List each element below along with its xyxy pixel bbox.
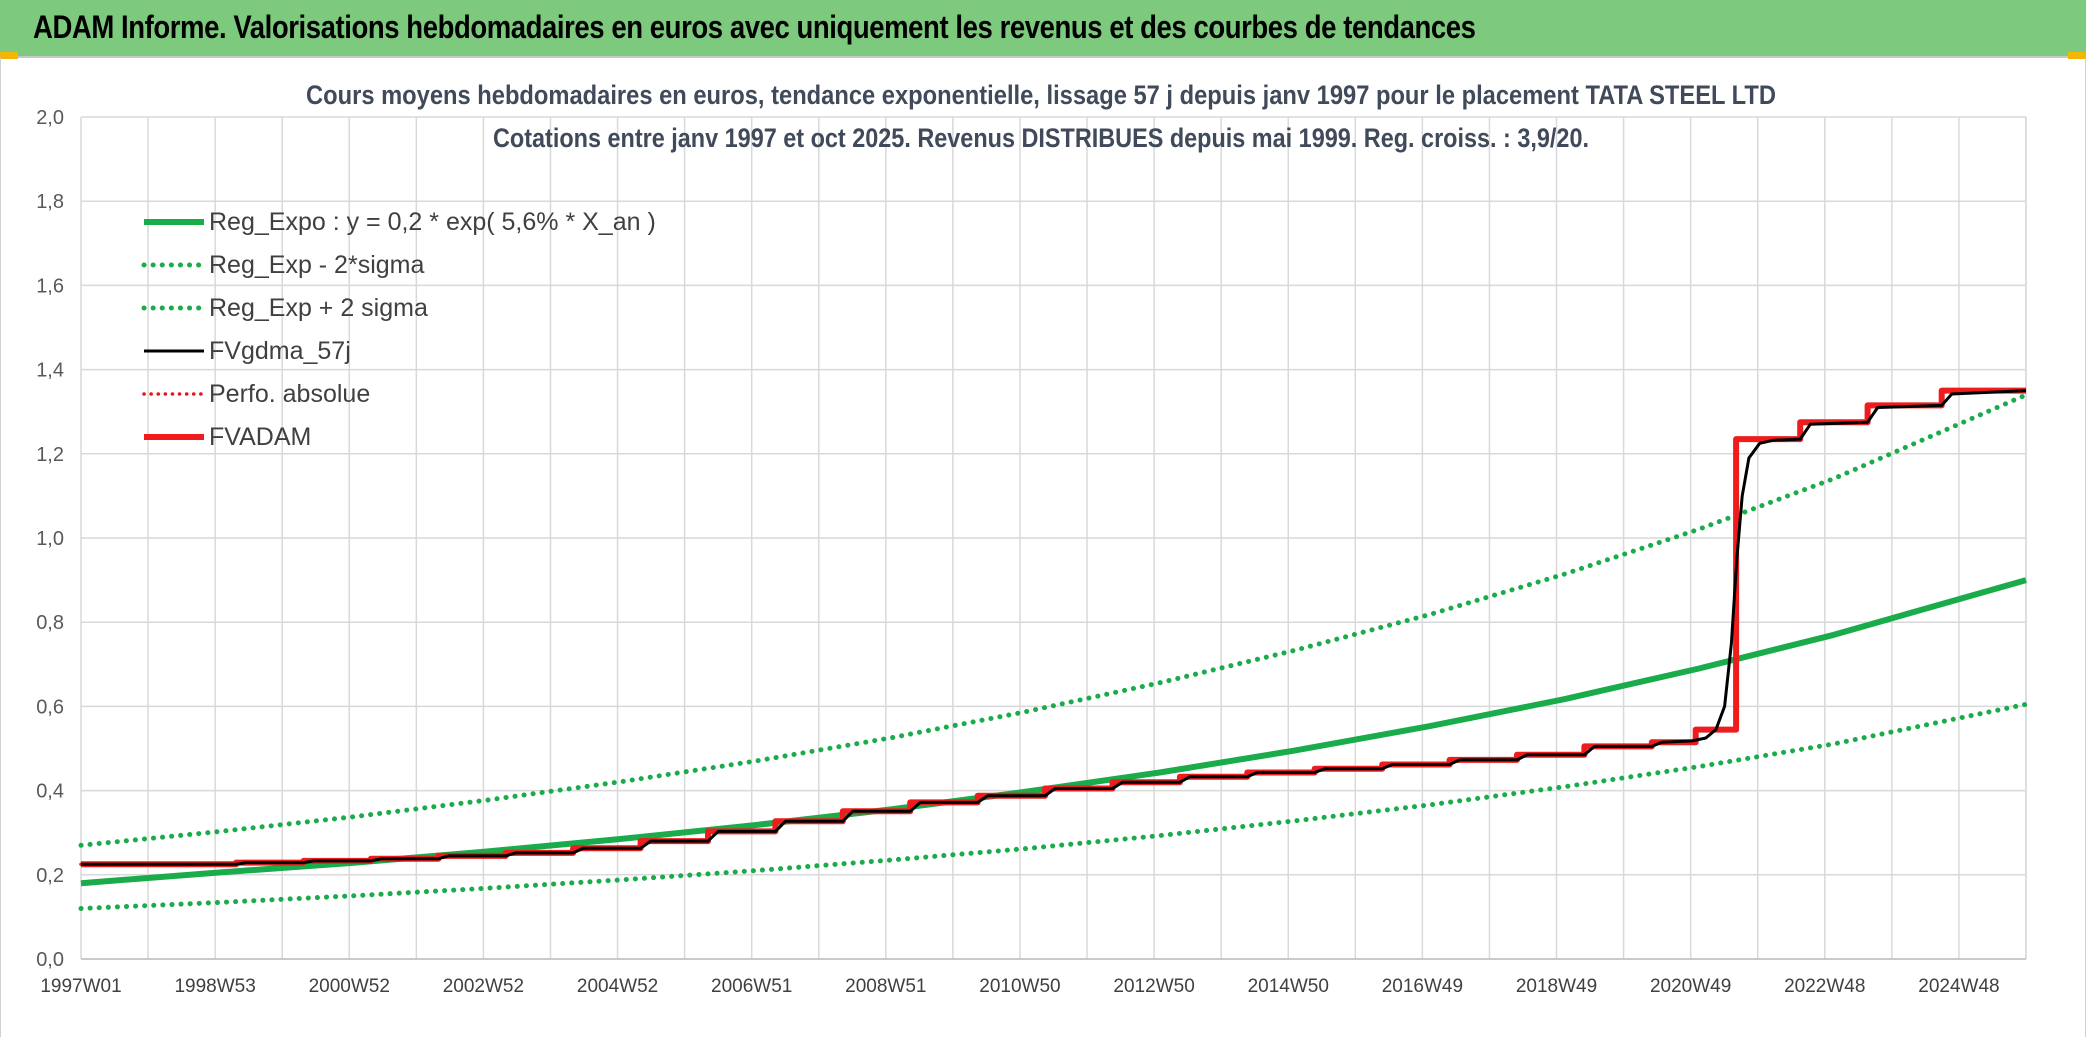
x-tick-label: 2002W52 <box>443 976 524 997</box>
legend: Reg_Expo : y = 0,2 * exp( 5,6% * X_an ) R… <box>141 208 656 451</box>
report-header: ADAM Informe. Valorisations hebdomadaire… <box>0 0 2086 58</box>
series-line-reg-exp-minus-2sigma <box>78 701 2029 911</box>
corner-accent-right <box>2068 52 2086 59</box>
y-tick-label: 0,2 <box>36 865 64 887</box>
report-title: ADAM Informe. Valorisations hebdomadaire… <box>33 9 1476 45</box>
x-tick-label: 2000W52 <box>309 976 390 997</box>
x-tick-label: 2014W50 <box>1248 976 1329 997</box>
series-line-fvadam <box>81 387 2026 868</box>
x-tick-label: 1997W01 <box>40 976 121 997</box>
y-tick-label: 1,4 <box>36 360 64 382</box>
grid <box>80 116 2027 960</box>
x-tick-label: 1998W53 <box>174 976 255 997</box>
x-tick-label: 2016W49 <box>1382 976 1463 997</box>
x-tick-label: 2010W50 <box>979 976 1060 997</box>
legend-label: Reg_Expo : y = 0,2 * exp( 5,6% * X_an ) <box>209 208 656 236</box>
y-tick-label: 1,8 <box>36 191 64 213</box>
series-line-fvgdma-57j <box>81 389 2027 866</box>
legend-label: Perfo. absolue <box>209 380 370 408</box>
y-tick-label: 0,0 <box>36 949 64 971</box>
series-line-reg-exp-plus-2sigma <box>78 392 2029 848</box>
x-tick-label: 2020W49 <box>1650 976 1731 997</box>
line-chart: 0,0 0,2 0,4 0,6 0,8 1,0 1,2 1,4 1,6 1,8 2,0 1997W01… <box>36 80 2029 997</box>
chart-subtitle: Cotations entre janv 1997 et oct 2025. R… <box>493 123 1589 153</box>
legend-label: FVADAM <box>209 423 311 451</box>
series <box>78 387 2029 911</box>
x-tick-label: 2008W51 <box>845 976 926 997</box>
x-tick-label: 2004W52 <box>577 976 658 997</box>
y-tick-label: 1,6 <box>36 275 64 297</box>
chart-frame: 0,0 0,2 0,4 0,6 0,8 1,0 1,2 1,4 1,6 1,8 2,0 1997W01… <box>0 58 2086 1037</box>
y-tick-label: 1,0 <box>36 528 64 550</box>
corner-accent-left <box>0 52 18 59</box>
x-tick-label: 2022W48 <box>1784 976 1865 997</box>
legend-label: FVgdma_57j <box>209 337 351 365</box>
chart-title: Cours moyens hebdomadaires en euros, ten… <box>306 80 1776 110</box>
y-tick-label: 0,8 <box>36 612 64 634</box>
y-tick-label: 0,6 <box>36 696 64 718</box>
y-tick-label: 1,2 <box>36 444 64 466</box>
x-tick-label: 2024W48 <box>1918 976 1999 997</box>
axes: 0,0 0,2 0,4 0,6 0,8 1,0 1,2 1,4 1,6 1,8 2,0 1997W01… <box>36 107 2026 997</box>
x-tick-label: 2018W49 <box>1516 976 1597 997</box>
y-tick-label: 2,0 <box>36 107 64 129</box>
legend-label: Reg_Exp - 2*sigma <box>209 251 424 279</box>
y-tick-label: 0,4 <box>36 781 64 803</box>
x-tick-label: 2012W50 <box>1113 976 1194 997</box>
x-tick-label: 2006W51 <box>711 976 792 997</box>
legend-label: Reg_Exp + 2 sigma <box>209 294 428 322</box>
